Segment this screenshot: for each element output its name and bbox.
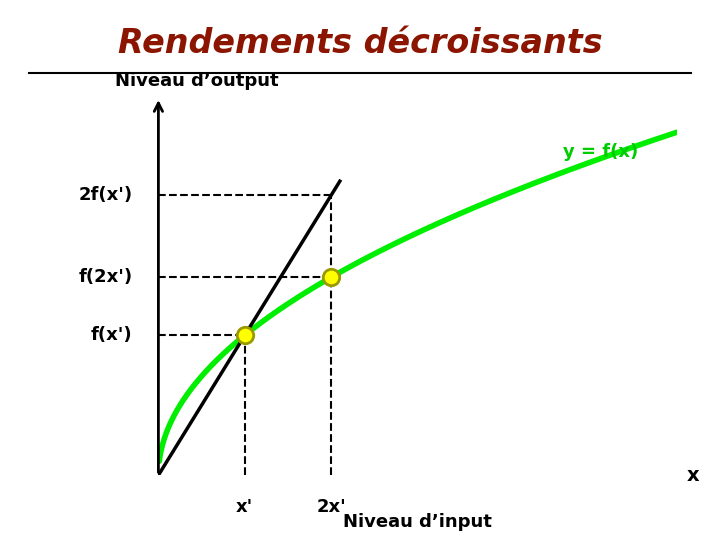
Text: f(2x'): f(2x') [78, 268, 132, 286]
Point [239, 331, 251, 340]
Point [325, 273, 337, 281]
Text: f(x'): f(x') [91, 326, 132, 344]
Text: 2x': 2x' [316, 498, 346, 516]
Text: y = f(x): y = f(x) [563, 143, 638, 161]
Text: Niveau d’output: Niveau d’output [115, 72, 279, 90]
Text: 2f(x'): 2f(x') [78, 186, 132, 204]
Text: x: x [687, 465, 700, 485]
Text: Rendements décroissants: Rendements décroissants [117, 27, 603, 60]
Text: x': x' [236, 498, 253, 516]
Text: Niveau d’input: Niveau d’input [343, 513, 492, 531]
